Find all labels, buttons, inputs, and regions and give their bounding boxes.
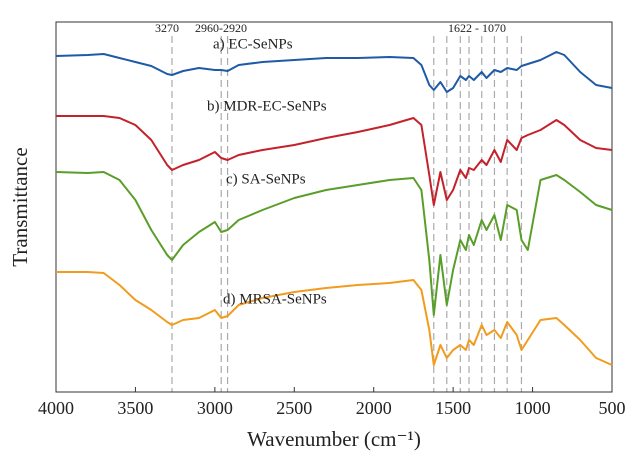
x-tick-label: 1500 [435,398,471,418]
spectrum-line [56,115,613,206]
x-axis-title: Wavenumber (cm⁻¹) [247,427,421,451]
x-tick-label: 500 [599,398,626,418]
y-axis-title: Transmittance [8,147,32,266]
x-tick-label: 2500 [276,398,312,418]
series-label: d) MRSA-SeNPs [223,291,327,307]
annotation: 1622 - 1070 [448,21,506,35]
series-label: c) SA-SeNPs [226,171,306,187]
annotation: 3270 [155,21,179,35]
x-tick-label: 3500 [117,398,153,418]
x-tick-label: 2000 [356,398,392,418]
series-label: a) EC-SeNPs [213,36,293,52]
x-tick-label: 4000 [38,398,74,418]
x-tick-label: 1000 [515,398,551,418]
spectrum-line [55,171,613,316]
annotation: 2960-2920 [195,21,247,35]
spectrum-line [55,51,613,93]
x-tick-label: 3000 [197,398,233,418]
spectrum-line [56,271,613,366]
plot-frame [55,21,613,393]
series-label: b) MDR-EC-SeNPs [207,98,327,114]
